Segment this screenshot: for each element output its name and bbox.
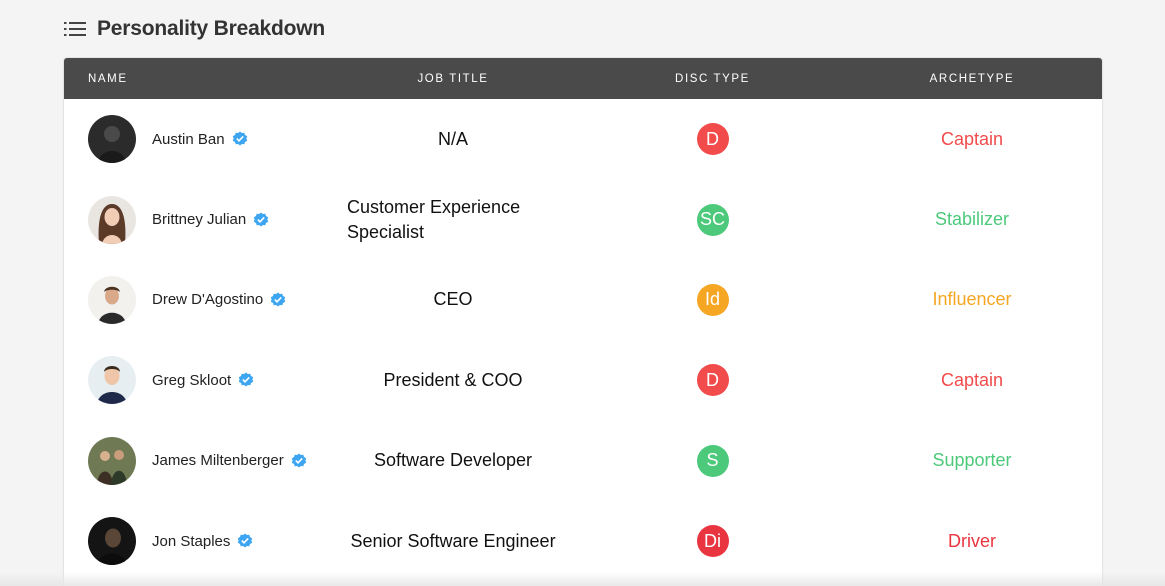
- job-title-cell: CEO: [323, 289, 583, 310]
- archetype: Stabilizer: [934, 209, 1010, 230]
- avatar[interactable]: [88, 115, 136, 164]
- archetype: Supporter: [932, 450, 1012, 471]
- disc-cell: D: [583, 364, 842, 397]
- disc-cell: Di: [583, 525, 842, 558]
- name-cell: James Miltenberger: [64, 436, 323, 485]
- personality-table: NAME JOB TITLE DISC TYPE ARCHETYPE Austi…: [64, 58, 1102, 586]
- table-body: Austin Ban N/A D Captain: [64, 99, 1102, 581]
- table-row[interactable]: Drew D'Agostino CEO Id Influencer: [64, 260, 1102, 340]
- column-header-archetype[interactable]: ARCHETYPE: [929, 72, 1015, 85]
- name-cell: Austin Ban: [64, 115, 323, 164]
- job-title-cell: President & COO: [323, 370, 583, 391]
- job-title: N/A: [437, 128, 468, 149]
- column-header-job-title[interactable]: JOB TITLE: [417, 72, 489, 85]
- disc-badge: S: [696, 444, 729, 477]
- verified-icon: [271, 292, 286, 307]
- bottom-fade: [0, 572, 1165, 586]
- job-title-cell: Customer Experience Specialist: [323, 195, 583, 245]
- disc-cell: SC: [583, 203, 842, 236]
- archetype: Captain: [940, 128, 1004, 149]
- disc-badge: Id: [696, 283, 729, 316]
- disc-cell: Id: [583, 283, 842, 316]
- job-title: CEO: [433, 289, 473, 310]
- job-title: Senior Software Engineer: [350, 530, 556, 551]
- job-title-cell: Software Developer: [323, 450, 583, 471]
- verified-icon: [291, 453, 306, 468]
- person-name[interactable]: Jon Staples: [152, 532, 231, 550]
- avatar[interactable]: [88, 195, 136, 244]
- verified-icon: [238, 533, 253, 548]
- person-name[interactable]: Drew D'Agostino: [152, 291, 264, 309]
- section-title: Personality Breakdown: [97, 17, 326, 40]
- verified-icon: [232, 131, 247, 146]
- archetype: Driver: [948, 530, 996, 551]
- disc-cell: D: [583, 123, 842, 156]
- avatar[interactable]: [88, 275, 136, 324]
- table-row[interactable]: James Miltenberger Software Developer S …: [64, 421, 1102, 501]
- name-cell: Greg Skloot: [64, 356, 323, 405]
- table-row[interactable]: Jon Staples Senior Software Engineer Di …: [64, 501, 1102, 581]
- name-cell: Drew D'Agostino: [64, 275, 323, 324]
- table-header: NAME JOB TITLE DISC TYPE ARCHETYPE: [64, 58, 1102, 99]
- column-header-disc-type[interactable]: DISC TYPE: [675, 72, 750, 85]
- avatar[interactable]: [88, 436, 136, 485]
- disc-badge: Di: [696, 525, 729, 558]
- person-name[interactable]: James Miltenberger: [152, 452, 284, 470]
- archetype: Influencer: [932, 289, 1012, 310]
- disc-cell: S: [583, 444, 842, 477]
- job-title: President & COO: [383, 369, 523, 390]
- job-title: Software Developer: [373, 450, 533, 471]
- column-header-name[interactable]: NAME: [88, 72, 128, 85]
- avatar[interactable]: [88, 517, 136, 566]
- name-cell: Jon Staples: [64, 517, 323, 566]
- disc-badge: SC: [696, 203, 729, 236]
- disc-badge: D: [696, 364, 729, 397]
- section-header: Personality Breakdown: [64, 14, 325, 44]
- person-name[interactable]: Greg Skloot: [152, 371, 232, 389]
- disc-badge: D: [696, 123, 729, 156]
- table-row[interactable]: Austin Ban N/A D Captain: [64, 99, 1102, 179]
- person-name[interactable]: Austin Ban: [152, 130, 225, 148]
- verified-icon: [239, 372, 254, 387]
- job-title-cell: N/A: [323, 129, 583, 150]
- avatar[interactable]: [88, 356, 136, 405]
- archetype: Captain: [940, 369, 1004, 390]
- verified-icon: [254, 212, 269, 227]
- table-row[interactable]: Brittney Julian Customer Experience Spec…: [64, 179, 1102, 259]
- job-title: Customer Experience Specialist: [347, 196, 521, 242]
- name-cell: Brittney Julian: [64, 195, 323, 244]
- person-name[interactable]: Brittney Julian: [152, 211, 247, 229]
- table-row[interactable]: Greg Skloot President & COO D Captain: [64, 340, 1102, 420]
- list-icon: [64, 22, 86, 36]
- job-title-cell: Senior Software Engineer: [323, 531, 583, 552]
